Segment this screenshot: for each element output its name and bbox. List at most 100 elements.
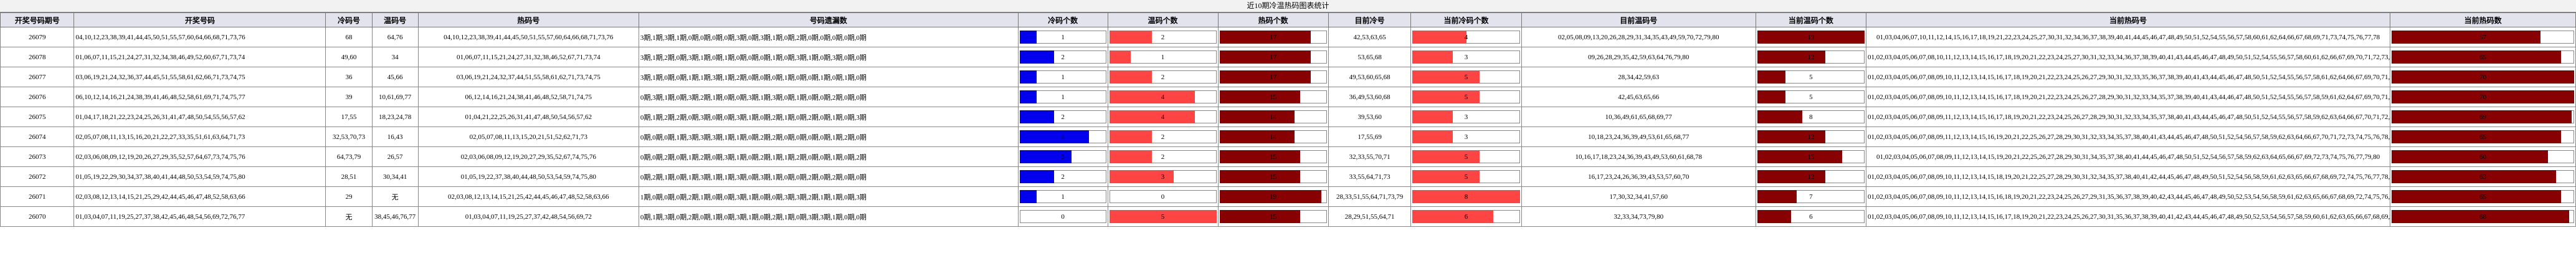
bar-value: 68: [2479, 213, 2487, 221]
bar-value: 19: [1270, 193, 1277, 201]
bar-value: 12: [1807, 173, 1815, 181]
cold-count-bar: 2: [1017, 47, 1108, 67]
hot-count-bar: 19: [1217, 186, 1329, 207]
bar-fill: [1219, 50, 1311, 64]
bar-fill: [2392, 31, 2540, 44]
numbers-cell: 04,10,12,23,38,39,41,44,45,50,51,55,57,6…: [74, 27, 326, 47]
cold-number-cell: 32,53,70,73: [325, 127, 373, 147]
bar-value: 5: [1464, 173, 1468, 181]
period-cell: 26075: [0, 107, 75, 127]
cur-cold-count-bar: 3: [1410, 107, 1522, 127]
bar-fill: [1757, 31, 1865, 44]
header-cur-warm: 目前温码号: [1521, 12, 1756, 27]
bar-value: 2: [1061, 173, 1065, 181]
cur-cold-cell: 42,53,63,65: [1328, 27, 1412, 47]
bar-fill: [1757, 70, 1786, 84]
bar-fill: [2392, 190, 2562, 203]
numbers-cell: 06,10,12,14,16,21,24,38,39,41,46,48,52,5…: [74, 87, 326, 107]
bar-value: 5: [1464, 153, 1468, 161]
bar-fill: [1019, 150, 1072, 163]
bar-fill: [1109, 90, 1195, 103]
bar-fill: [2392, 150, 2549, 163]
bar-value: 2: [1061, 53, 1065, 61]
period-cell: 26070: [0, 206, 75, 227]
cold-count-bar: 2: [1017, 166, 1108, 187]
bar-fill: [1109, 31, 1153, 44]
bar-fill: [1412, 130, 1453, 143]
cur-warm-count-bar: 15: [1755, 146, 1866, 167]
header-cur-hot: 当前热码号: [1865, 12, 2391, 27]
cur-cold-count-bar: 3: [1410, 127, 1522, 147]
numbers-cell: 02,03,06,08,09,12,19,20,26,27,29,35,52,5…: [74, 146, 326, 167]
bar-fill: [1757, 110, 1803, 123]
bar-fill: [1219, 210, 1300, 223]
cur-cold-count-bar: 5: [1410, 87, 1522, 107]
numbers-cell: 02,05,07,08,11,13,15,16,20,21,22,27,33,3…: [74, 127, 326, 147]
bar-fill: [1412, 50, 1453, 64]
header-row: 开奖号码期号 开奖号码 冷码号 温码号 热码号 号码遗漏数 冷码个数 温码个数 …: [0, 12, 2576, 27]
cold-number-cell: 28,51: [325, 166, 373, 187]
period-cell: 26076: [0, 87, 75, 107]
bar-fill: [1219, 90, 1300, 103]
table-row: 26078 01,06,07,11,15,21,24,27,31,32,34,38…: [0, 47, 2576, 67]
table-row: 26075 01,04,17,18,21,22,23,24,25,26,31,41…: [0, 107, 2576, 127]
cold-count-bar: 1: [1017, 87, 1108, 107]
period-cell: 26077: [0, 67, 75, 87]
bar-fill: [1219, 170, 1300, 183]
bar-value: 70: [2479, 73, 2487, 81]
bar-value: 1: [1161, 53, 1165, 61]
cur-cold-cell: 33,55,64,71,73: [1328, 166, 1412, 187]
cur-cold-cell: 39,53,60: [1328, 107, 1412, 127]
numbers-cell: 01,03,04,07,11,19,25,27,37,38,42,45,46,4…: [74, 206, 326, 227]
numbers-cell: 03,06,19,21,24,32,36,37,44,45,51,55,58,6…: [74, 67, 326, 87]
warm-count-bar: 5: [1107, 206, 1219, 227]
cur-cold-cell: 53,65,68: [1328, 47, 1412, 67]
cur-warm-cell: 42,45,63,65,66: [1521, 87, 1756, 107]
cur-cold-count-bar: 5: [1410, 146, 1522, 167]
bar-fill: [1757, 50, 1825, 64]
bar-fill: [1109, 150, 1153, 163]
cur-cold-count-bar: 8: [1410, 186, 1522, 207]
table-row: 26070 01,03,04,07,11,19,25,27,37,38,42,45…: [0, 206, 2576, 227]
cur-cold-count-bar: 3: [1410, 47, 1522, 67]
bar-fill: [1412, 210, 1493, 223]
cur-cold-cell: 32,33,55,70,71: [1328, 146, 1412, 167]
table-row: 26074 02,05,07,08,11,13,15,16,20,21,22,27…: [0, 127, 2576, 147]
cur-cold-cell: 28,29,51,55,64,71: [1328, 206, 1412, 227]
cur-hot-count-bar: 68: [2390, 206, 2576, 227]
cur-hot-count-bar: 60: [2390, 146, 2576, 167]
bar-value: 1: [1061, 193, 1065, 201]
bar-value: 60: [2479, 153, 2487, 161]
bar-value: 3: [1161, 173, 1165, 181]
warm-number-cell: 18,23,24,78: [371, 107, 419, 127]
cur-warm-count-bar: 12: [1755, 166, 1866, 187]
bar-value: 12: [1807, 53, 1815, 61]
hot-number-cell: 02,03,08,12,13,14,15,21,25,42,44,45,46,4…: [417, 186, 639, 207]
cur-warm-count-bar: 12: [1755, 47, 1866, 67]
bar-fill: [2392, 70, 2574, 84]
period-cell: 26071: [0, 186, 75, 207]
bar-value: 15: [1270, 173, 1277, 181]
cur-cold-cell: 28,33,51,55,64,71,73,79: [1328, 186, 1412, 207]
cur-hot-cell: 01,02,03,04,05,06,07,08,09,10,11,12,13,1…: [1865, 166, 2391, 187]
bar-value: 17: [1270, 73, 1277, 81]
miss-cell: 3期,1期,0期,0期,1期,1期,3期,1期,2期,0期,0期,0期,1期,0…: [638, 67, 1019, 87]
header-cur-hot-count: 当前热码数: [2390, 12, 2576, 27]
bar-value: 2: [1161, 133, 1165, 141]
warm-number-cell: 38,45,46,76,77: [371, 206, 419, 227]
cur-hot-cell: 01,03,04,06,07,10,11,12,14,15,16,17,18,1…: [1865, 27, 2391, 47]
period-cell: 26079: [0, 27, 75, 47]
bar-value: 1: [1061, 73, 1065, 81]
cur-hot-count-bar: 65: [2390, 47, 2576, 67]
cur-hot-cell: 01,02,03,04,05,06,07,08,09,10,11,12,13,1…: [1865, 67, 2391, 87]
bar-value: 7: [1809, 193, 1813, 201]
table-row: 26076 06,10,12,14,16,21,24,38,39,41,46,48…: [0, 87, 2576, 107]
cold-number-cell: 39: [325, 87, 373, 107]
bar-value: 15: [1270, 153, 1277, 161]
bar-value: 5: [1809, 93, 1813, 101]
warm-number-cell: 34: [371, 47, 419, 67]
cur-hot-cell: 01,02,03,04,05,06,07,08,09,10,11,12,13,1…: [1865, 87, 2391, 107]
period-cell: 26072: [0, 166, 75, 187]
hot-count-bar: 17: [1217, 47, 1329, 67]
bar-track: [1019, 210, 1106, 223]
